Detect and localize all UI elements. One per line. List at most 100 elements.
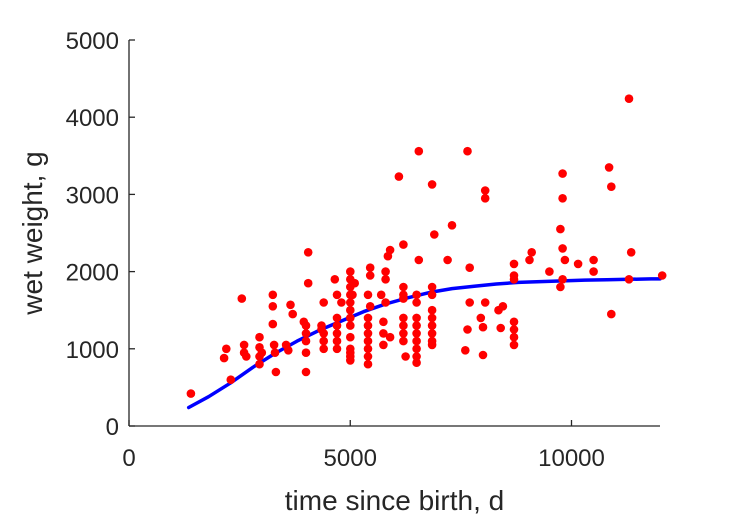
data-point <box>381 275 390 284</box>
data-point <box>589 255 598 265</box>
data-point <box>319 329 329 338</box>
data-point <box>376 290 386 300</box>
data-point <box>255 332 264 342</box>
data-point <box>589 267 598 276</box>
x-axis-title: time since birth, d <box>285 485 504 516</box>
data-point <box>363 290 373 300</box>
data-point <box>270 348 280 358</box>
data-point <box>430 230 439 239</box>
data-point <box>556 224 565 234</box>
data-point <box>463 146 472 156</box>
data-point <box>412 344 421 354</box>
data-point <box>560 255 570 265</box>
data-point <box>319 344 329 354</box>
data-point <box>427 329 437 338</box>
data-point <box>412 336 421 346</box>
data-point <box>379 317 388 327</box>
data-point <box>381 267 390 276</box>
data-point <box>385 332 395 342</box>
data-point <box>412 329 421 338</box>
data-point <box>394 172 404 181</box>
data-point <box>478 350 488 360</box>
data-point <box>363 313 373 323</box>
data-point <box>443 255 452 265</box>
data-point <box>498 302 508 311</box>
data-point <box>350 278 360 288</box>
data-point <box>379 340 388 350</box>
y-tick-label: 0 <box>106 414 119 441</box>
data-point <box>427 321 437 330</box>
data-point <box>186 389 196 398</box>
data-point <box>573 259 583 269</box>
data-point <box>346 313 355 323</box>
data-point <box>414 255 424 265</box>
data-point <box>363 336 373 346</box>
data-point <box>412 352 421 361</box>
data-point <box>303 248 313 257</box>
data-point <box>363 352 373 361</box>
data-point <box>607 182 616 191</box>
data-point <box>465 263 475 273</box>
data-point <box>301 367 311 377</box>
data-point <box>556 282 565 292</box>
data-point <box>624 94 634 103</box>
data-point <box>525 255 534 265</box>
data-point <box>427 282 437 292</box>
data-point <box>337 298 346 307</box>
data-point <box>399 321 408 330</box>
data-point <box>412 358 421 368</box>
data-point <box>480 194 490 203</box>
data-point <box>476 313 486 323</box>
data-point <box>399 313 408 323</box>
data-point <box>496 323 506 333</box>
data-point <box>301 321 311 330</box>
data-point <box>412 290 421 300</box>
data-point <box>427 313 437 323</box>
data-point <box>255 359 264 369</box>
data-point <box>363 321 373 330</box>
data-point <box>346 267 355 276</box>
data-point <box>527 248 536 257</box>
data-point <box>558 244 567 253</box>
data-point <box>332 321 342 330</box>
data-point <box>269 340 279 350</box>
data-point <box>363 329 373 338</box>
data-point <box>286 300 295 310</box>
data-point <box>427 340 437 350</box>
data-point <box>558 169 567 178</box>
data-point <box>332 336 342 346</box>
data-point <box>363 344 373 354</box>
data-point <box>427 305 437 315</box>
x-ticks: 0 5000 10000 <box>122 420 605 472</box>
data-point <box>480 186 490 195</box>
y-tick-label: 3000 <box>66 182 119 209</box>
data-point <box>379 329 388 338</box>
data-point <box>399 336 408 346</box>
data-point <box>478 322 488 332</box>
data-point <box>427 180 437 189</box>
data-points-layer <box>186 94 667 398</box>
data-point <box>558 194 567 203</box>
x-tick-label: 0 <box>122 445 135 472</box>
data-point <box>399 329 408 338</box>
axes <box>128 40 660 427</box>
data-point <box>401 352 410 361</box>
x-tick-label: 10000 <box>538 445 605 472</box>
data-point <box>509 259 519 269</box>
data-point <box>301 329 311 338</box>
data-point <box>399 282 408 292</box>
data-point <box>624 275 634 284</box>
data-point <box>271 367 281 377</box>
data-point <box>509 317 519 327</box>
data-point <box>319 336 329 346</box>
data-point <box>330 275 340 284</box>
data-point <box>365 263 375 273</box>
data-point <box>412 313 421 323</box>
data-point <box>348 290 357 300</box>
data-point <box>242 352 251 361</box>
data-point <box>288 309 298 319</box>
data-point <box>346 321 355 330</box>
data-point <box>558 275 567 284</box>
data-point <box>332 344 342 354</box>
